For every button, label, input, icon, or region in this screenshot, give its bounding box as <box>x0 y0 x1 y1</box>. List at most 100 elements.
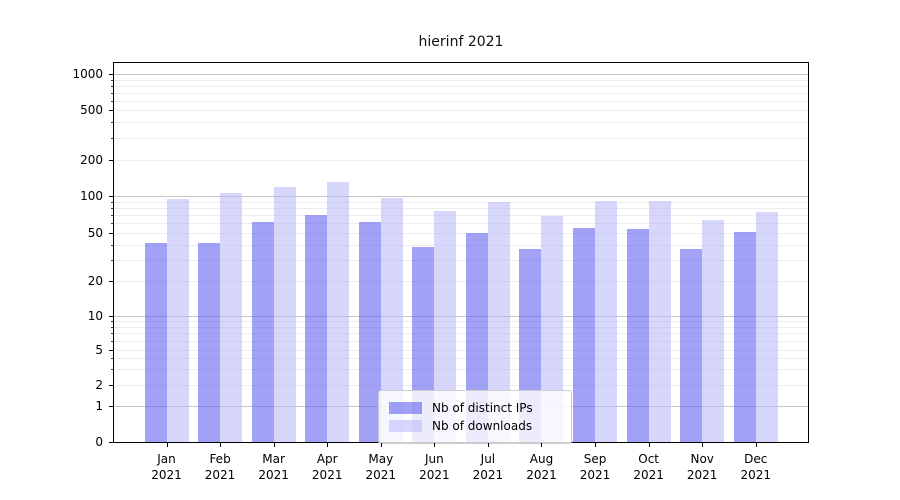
gridline-minor <box>114 100 808 102</box>
gridline-major <box>114 315 808 317</box>
gridline-minor <box>114 92 808 94</box>
bar-downloads <box>755 212 778 442</box>
legend-swatch-distinct-ips <box>389 402 422 414</box>
gridline-major <box>114 196 808 198</box>
y-tick-label: 0 <box>95 435 103 449</box>
bar-downloads <box>220 192 243 442</box>
legend-label-downloads: Nb of downloads <box>432 419 533 433</box>
x-tick-label: Feb 2021 <box>204 452 236 482</box>
y-tick-label: 10 <box>87 308 103 323</box>
legend: Nb of distinct IPs Nb of downloads <box>378 390 572 444</box>
x-tick-mark <box>220 443 222 447</box>
x-tick-label: Oct 2021 <box>633 452 664 482</box>
legend-item-distinct-ips: Nb of distinct IPs <box>389 400 561 416</box>
bar-downloads <box>380 197 403 442</box>
y-tick-mark-minor <box>111 333 113 335</box>
x-tick-label: Aug 2021 <box>526 452 557 482</box>
x-tick-mark <box>273 443 275 447</box>
bar-distinct-ips <box>251 221 274 442</box>
y-tick-mark-minor <box>111 201 113 203</box>
y-tick-mark-minor <box>111 340 113 342</box>
gridline-minor <box>114 159 808 161</box>
y-tick-label: 1000 <box>72 67 103 82</box>
y-tick-mark-minor <box>111 92 113 94</box>
bar-distinct-ips <box>680 248 703 442</box>
y-tick-mark-minor <box>111 85 113 87</box>
bar-downloads <box>166 198 189 442</box>
legend-swatch-downloads <box>389 420 422 432</box>
y-tick-mark <box>109 315 113 317</box>
x-tick-label: Apr 2021 <box>311 452 343 482</box>
bar-downloads <box>434 210 457 442</box>
y-tick-mark <box>109 406 113 408</box>
y-tick-mark <box>109 232 113 234</box>
y-tick-label: 20 <box>87 274 103 289</box>
y-tick-label: 50 <box>87 225 103 240</box>
x-tick-label: Nov 2021 <box>686 452 718 482</box>
bar-downloads <box>541 215 564 442</box>
y-tick-mark-minor <box>111 244 113 246</box>
y-tick-mark <box>109 74 113 76</box>
bar-distinct-ips <box>305 215 328 442</box>
gridline-minor <box>114 349 808 351</box>
gridline-minor <box>114 232 808 234</box>
y-tick-label: 5 <box>95 342 103 357</box>
bar-downloads <box>702 219 725 442</box>
x-tick-label: May 2021 <box>365 452 397 482</box>
gridline-minor <box>114 110 808 112</box>
bar-downloads <box>327 182 350 442</box>
x-tick-label: Sep 2021 <box>579 452 611 482</box>
y-tick-mark-minor <box>111 321 113 322</box>
gridline-minor <box>114 259 808 261</box>
chart-title: hierinf 2021 <box>418 34 504 50</box>
x-tick-label: Jan 2021 <box>151 452 182 482</box>
y-tick-label: 2 <box>95 377 103 392</box>
bar-distinct-ips <box>198 243 221 442</box>
gridline-minor <box>114 85 808 87</box>
y-tick-mark-minor <box>111 223 113 225</box>
y-tick-mark-minor <box>111 215 113 217</box>
y-tick-label: 1 <box>95 399 103 414</box>
x-tick-mark <box>380 443 382 447</box>
y-tick-mark-minor <box>111 207 113 209</box>
gridline-minor <box>114 207 808 209</box>
y-tick-mark-minor <box>111 100 113 102</box>
bar-distinct-ips <box>573 227 596 442</box>
gridline-minor <box>114 281 808 283</box>
gridline-minor <box>114 333 808 335</box>
y-tick-mark <box>109 442 113 443</box>
y-tick-mark-minor <box>111 122 113 124</box>
x-tick-mark <box>755 443 757 447</box>
gridline-minor <box>114 137 808 139</box>
y-tick-mark-minor <box>111 137 113 139</box>
gridline-minor <box>114 215 808 217</box>
gridline-minor <box>114 340 808 342</box>
x-tick-mark <box>434 443 436 447</box>
x-tick-mark <box>595 443 597 447</box>
plot-area: Nb of distinct IPs Nb of downloads <box>113 62 809 444</box>
bar-downloads <box>595 201 618 442</box>
gridline-minor <box>114 79 808 81</box>
x-tick-mark <box>541 443 543 447</box>
y-tick-mark-minor <box>111 326 113 328</box>
bar-distinct-ips <box>144 243 167 442</box>
bar-downloads <box>648 201 671 442</box>
y-tick-mark-minor <box>111 358 113 360</box>
gridline-minor <box>114 201 808 203</box>
gridline-minor <box>114 223 808 225</box>
bar-distinct-ips <box>733 231 756 442</box>
y-tick-mark-minor <box>111 369 113 371</box>
legend-item-downloads: Nb of downloads <box>389 418 561 434</box>
bar-downloads <box>273 187 296 442</box>
gridline-minor <box>114 122 808 124</box>
bar-distinct-ips <box>465 232 488 442</box>
x-tick-mark <box>487 443 489 447</box>
legend-label-distinct-ips: Nb of distinct IPs <box>432 401 533 415</box>
bar-distinct-ips <box>626 228 649 442</box>
gridline-minor <box>114 358 808 360</box>
x-tick-label: Mar 2021 <box>258 452 289 482</box>
y-tick-label: 100 <box>80 189 103 204</box>
gridline-minor <box>114 326 808 328</box>
y-tick-mark-minor <box>111 259 113 261</box>
